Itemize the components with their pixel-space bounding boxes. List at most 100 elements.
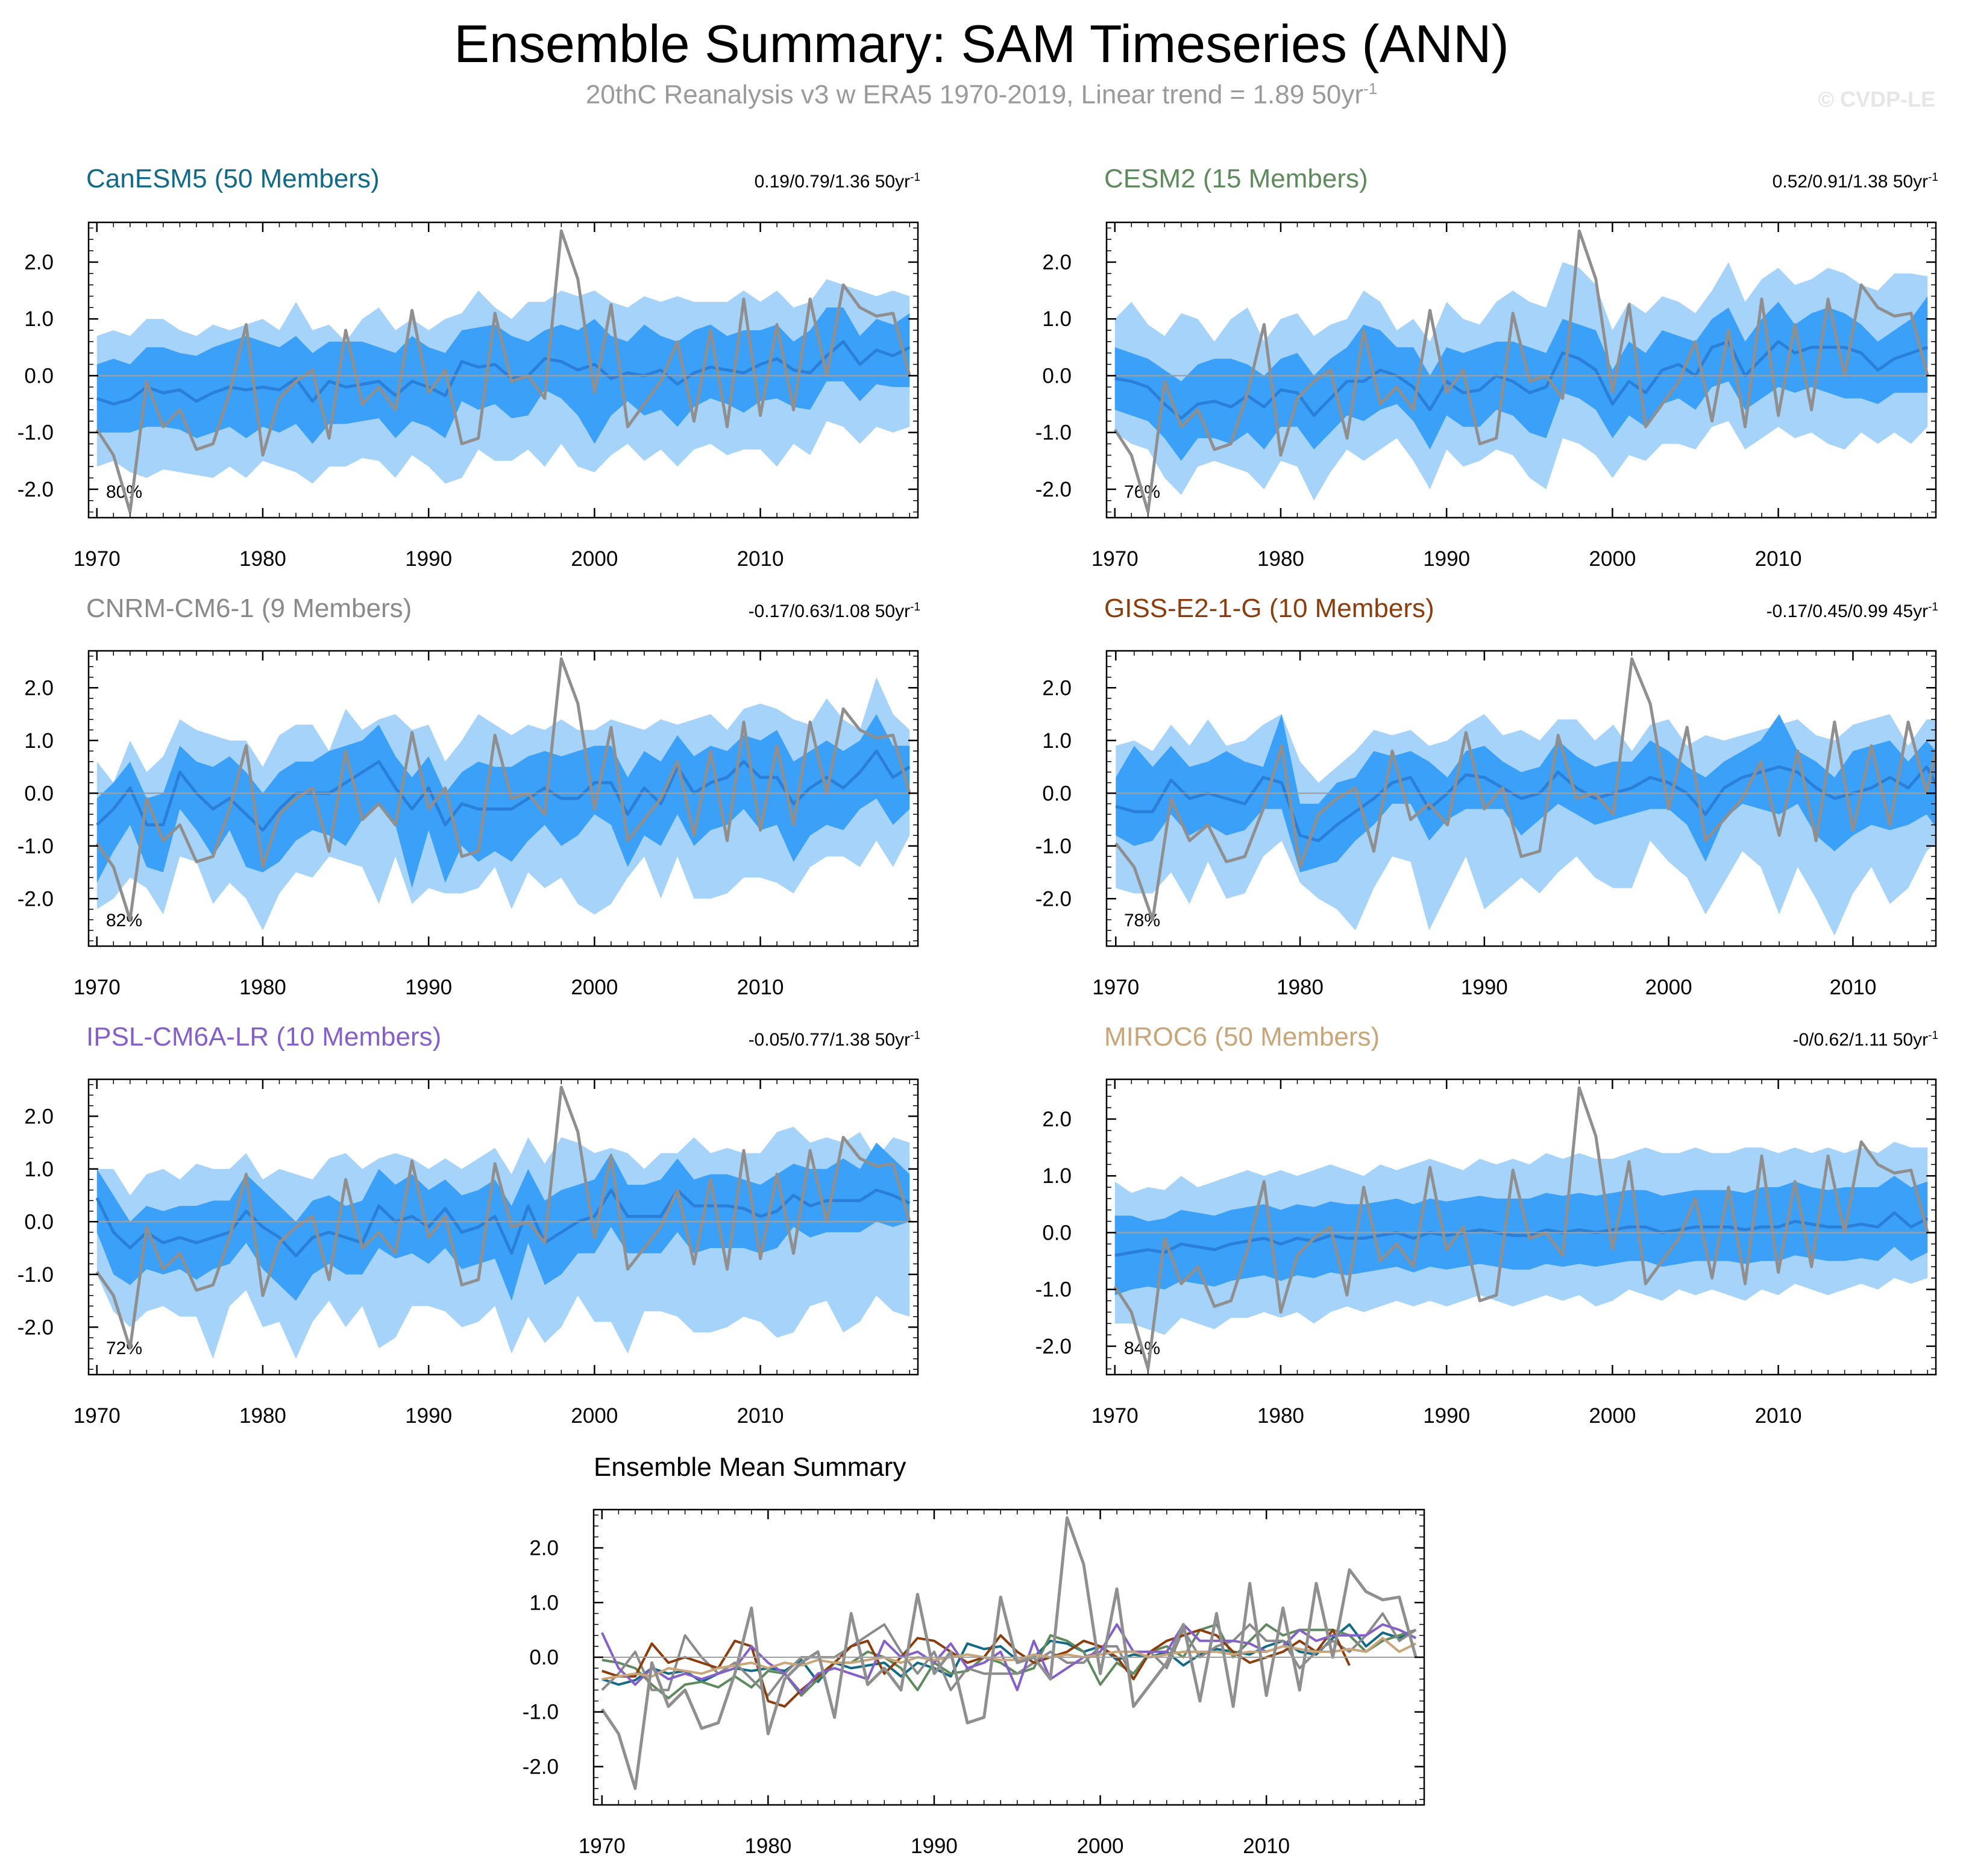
plot-frame	[87, 650, 919, 947]
panel-title-ipsl: IPSL-CM6A-LR (10 Members)	[86, 1022, 442, 1052]
y-tick-label: 0.0	[1042, 364, 1072, 387]
y-tick-label: 0.0	[529, 1646, 559, 1669]
x-tick-label: 1990	[405, 976, 452, 999]
trend-text: -0/0.62/1.11 50yr	[1792, 1030, 1929, 1050]
plot-frame	[87, 1078, 919, 1376]
y-tick-label: 1.0	[1042, 307, 1072, 331]
plot-frame	[1105, 1078, 1937, 1376]
series-observed	[95, 1085, 911, 1350]
y-tick-label: -2.0	[1035, 478, 1072, 501]
series-observed	[95, 657, 911, 921]
chart-miroc6: -2.0 -1.0 0.0 1.0 2.0 1970 1980 1990 2000 2010	[1035, 1078, 1937, 1428]
series-observed	[95, 229, 911, 514]
panel-title-giss: GISS-E2-1-G (10 Members)	[1104, 594, 1434, 623]
y-tick-label: -2.0	[1035, 887, 1072, 911]
panel-title-cesm2: CESM2 (15 Members)	[1104, 164, 1368, 193]
y-tick-label: -1.0	[17, 1263, 54, 1287]
trend-text: -0.05/0.77/1.38 50yr	[748, 1030, 911, 1050]
chart-ipsl: -2.0 -1.0 0.0 1.0 2.0 1970 1980 1990 2000 2010	[17, 1078, 919, 1428]
y-tick-label: 1.0	[24, 307, 54, 331]
series-observed	[1114, 657, 1936, 921]
x-tick-label: 2010	[1755, 1404, 1802, 1428]
x-tick-label: 2000	[1589, 1404, 1636, 1428]
plot-area	[1107, 657, 1936, 936]
trend-exponent: -1	[1928, 1029, 1938, 1042]
trend-exponent: -1	[910, 601, 920, 613]
plot-frame	[1105, 221, 1937, 519]
chart-giss: -2.0 -1.0 0.0 1.0 2.0 1970 1980 1990 2000 2010	[1035, 650, 1937, 999]
plot-frame	[87, 221, 919, 519]
x-tick-label: 2000	[1077, 1834, 1124, 1858]
y-tick-label: 1.0	[1042, 729, 1072, 753]
x-tick-label: 1970	[1091, 547, 1139, 571]
x-tick-label: 1990	[1461, 976, 1508, 999]
page-subtitle: 20thC Reanalysis v3 w ERA5 1970-2019, Li…	[0, 80, 1963, 110]
y-tick-label: -2.0	[17, 887, 54, 911]
subtitle-exponent: -1	[1363, 80, 1378, 98]
x-tick-label: 1970	[74, 976, 121, 999]
page-title: Ensemble Summary: SAM Timeseries (ANN)	[454, 14, 1509, 74]
y-tick-label: -2.0	[1035, 1335, 1072, 1358]
y-tick-label: 2.0	[1042, 251, 1072, 274]
trend-text: -0.17/0.45/0.99 45yr	[1766, 601, 1929, 621]
x-tick-label: 1990	[405, 1404, 452, 1428]
trend-exponent: -1	[1928, 601, 1938, 613]
plot-area	[1107, 229, 1936, 514]
x-tick-label: 1980	[239, 547, 286, 571]
x-tick-label: 1970	[74, 547, 121, 571]
trend-text: -0.17/0.63/1.08 50yr	[748, 601, 911, 621]
y-tick-label: 2.0	[24, 251, 54, 274]
x-tick-label: 1980	[1277, 976, 1324, 999]
x-tick-label: 1980	[1257, 547, 1304, 571]
x-tick-label: 2000	[571, 976, 618, 999]
series-ensemble-mean	[1115, 765, 1936, 842]
y-tick-label: 0.0	[24, 364, 54, 387]
x-tick-label: 2010	[737, 547, 784, 571]
panel-trend-canesm5: 0.19/0.79/1.36 50yr-1	[559, 171, 920, 192]
y-tick-label: -1.0	[17, 835, 54, 858]
x-tick-label: 1980	[744, 1834, 791, 1858]
panel-percentile-cnrm: 82%	[106, 911, 143, 930]
trend-text: 0.19/0.79/1.36 50yr	[754, 172, 911, 192]
x-tick-label: 1970	[1091, 1404, 1139, 1428]
subtitle-text: 20thC Reanalysis v3 w ERA5 1970-2019, Li…	[585, 80, 1364, 110]
y-tick-label: 0.0	[1042, 1221, 1072, 1244]
x-tick-label: 2000	[571, 1404, 618, 1428]
y-tick-label: 1.0	[1042, 1164, 1072, 1188]
watermark: © CVDP-LE	[1818, 87, 1935, 111]
y-tick-label: 1.0	[24, 1158, 54, 1181]
x-tick-label: 2010	[1829, 976, 1876, 999]
panel-trend-miroc6: -0/0.62/1.11 50yr-1	[1577, 1029, 1939, 1050]
x-tick-label: 1990	[911, 1834, 958, 1858]
trend-exponent: -1	[910, 171, 920, 184]
panel-title-canesm5: CanESM5 (50 Members)	[86, 164, 380, 193]
x-tick-label: 1990	[405, 547, 452, 571]
x-tick-label: 1990	[1423, 1404, 1470, 1428]
panel-trend-cnrm: -0.17/0.63/1.08 50yr-1	[559, 601, 920, 622]
y-tick-label: -1.0	[1035, 1278, 1072, 1302]
x-tick-label: 1970	[579, 1834, 626, 1858]
y-tick-label: 0.0	[1042, 782, 1072, 805]
panel-title-miroc6: MIROC6 (50 Members)	[1104, 1022, 1380, 1052]
x-tick-label: 1970	[74, 1404, 121, 1428]
panel-percentile-ipsl: 72%	[106, 1338, 143, 1358]
x-tick-label: 1980	[1257, 1404, 1304, 1428]
x-tick-label: 1990	[1423, 547, 1470, 571]
plot-area	[89, 1085, 918, 1359]
panel-title-cnrm: CNRM-CM6-1 (9 Members)	[86, 594, 412, 623]
y-tick-label: 0.0	[24, 1210, 54, 1234]
chart-summary: -2.0 -1.0 0.0 1.0 2.0 1970 1980 1990 2000 2010	[523, 1508, 1425, 1858]
x-tick-label: 2010	[1755, 547, 1802, 571]
x-tick-label: 2010	[737, 1404, 784, 1428]
y-tick-label: 1.0	[529, 1591, 559, 1614]
chart-cesm2: -2.0 -1.0 0.0 1.0 2.0 1970 1980 1990 2000 2010	[1035, 221, 1937, 571]
x-tick-label: 1970	[1092, 976, 1139, 999]
trend-exponent: -1	[910, 1029, 920, 1042]
x-tick-label: 2000	[571, 547, 618, 571]
plot-area	[89, 657, 918, 930]
y-tick-label: 0.0	[24, 782, 54, 805]
y-tick-label: 2.0	[1042, 676, 1072, 700]
plot-area	[1107, 1086, 1936, 1371]
series-observed	[1113, 1086, 1929, 1371]
